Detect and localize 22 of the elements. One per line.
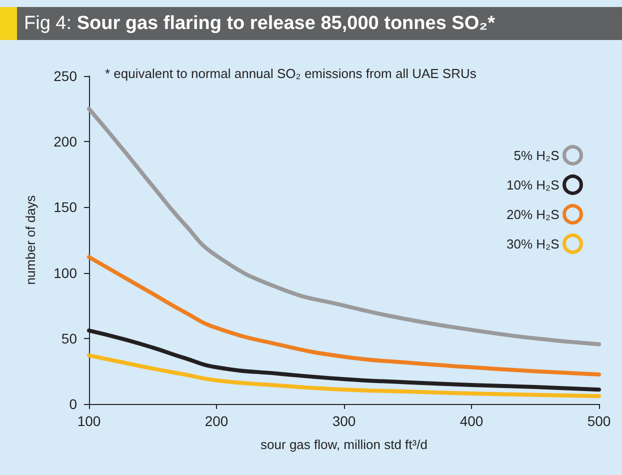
chart-title: Fig 4: Sour gas flaring to release 85,000 tonnes SO₂*	[24, 13, 495, 34]
x-tick-label: 500	[587, 413, 611, 429]
y-axis-title: number of days	[23, 194, 38, 285]
line-series	[87, 255, 601, 376]
y-tick-label: 100	[54, 264, 78, 281]
y-tick-label: 150	[54, 199, 78, 216]
legend-label: 30% H₂S	[506, 236, 560, 252]
legend-label: 10% H₂S	[506, 177, 560, 192]
legend-label: 20% H₂S	[506, 206, 560, 222]
y-tick-label: 0	[69, 396, 78, 412]
legend-label: 5% H₂S	[514, 148, 560, 163]
annotation: * equivalent to normal annual SO₂ emissions from all UAE SRUs	[105, 66, 477, 81]
x-tick-label: 100	[77, 413, 101, 429]
y-tick-label: 200	[54, 134, 78, 150]
x-axis-title: sour gas flow, million std ft³/d	[260, 437, 428, 452]
x-tick-label: 400	[460, 413, 484, 429]
y-tick-label: 50	[61, 330, 78, 346]
line-series	[87, 106, 601, 346]
x-tick-label: 300	[332, 413, 356, 429]
line-series	[87, 353, 601, 398]
y-tick-label: 250	[54, 68, 78, 84]
x-tick-label: 200	[204, 413, 228, 429]
